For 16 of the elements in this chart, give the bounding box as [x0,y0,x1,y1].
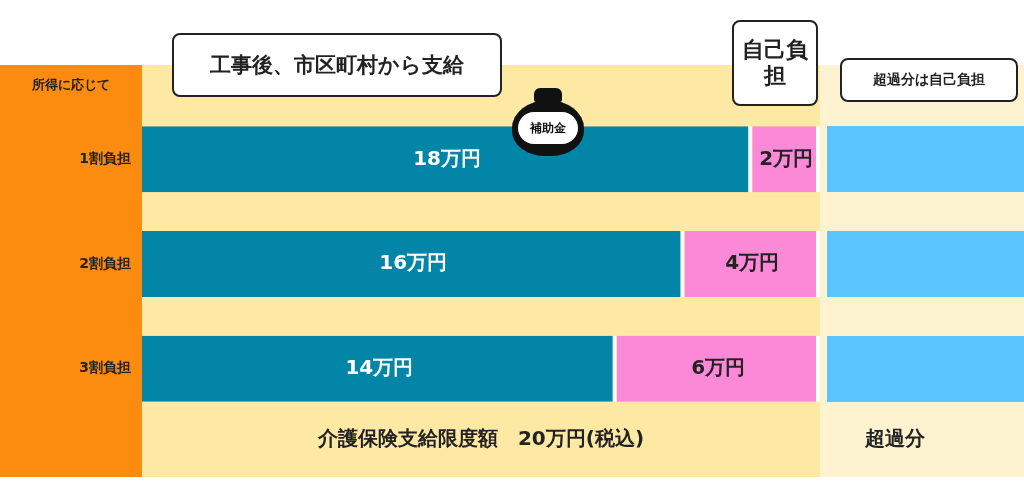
data-label: 18万円 [413,145,482,170]
data-label: 16万円 [379,250,448,275]
series-label: 補助金 [518,112,578,144]
y-tick-label: 3割負担 [79,359,131,376]
y-tick-label: 1割負担 [79,149,131,166]
x-axis-title: 介護保険支給限度額 20万円(税込) [316,425,646,452]
y-axis-title: 所得に応じて [31,76,111,94]
speech-bubble: 工事後、市区町村から支給 [172,33,502,97]
y-tick-label: 2割負担 [79,254,131,271]
data-label: 4万円 [725,250,780,275]
text: 超過分 [864,425,926,452]
data-label: 6万円 [691,354,746,379]
data-label: 14万円 [345,354,414,379]
data-label: 2万円 [759,145,814,170]
speech-bubble: 超過分は自己負担 [840,58,1018,102]
speech-bubble: 自己負担 [732,20,818,106]
